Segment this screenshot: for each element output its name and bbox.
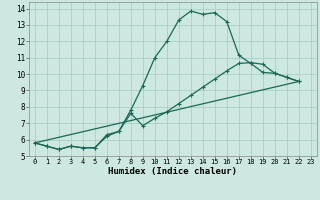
X-axis label: Humidex (Indice chaleur): Humidex (Indice chaleur) [108,167,237,176]
